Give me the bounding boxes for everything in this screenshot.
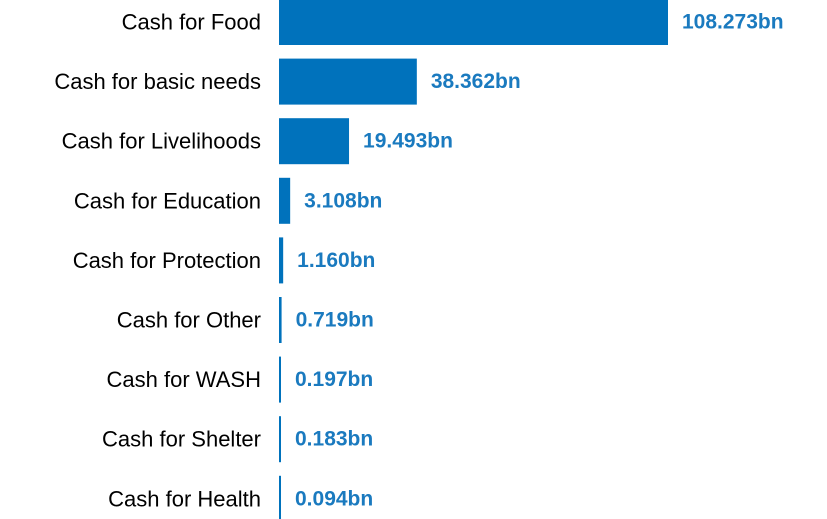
- bar: [279, 177, 291, 224]
- value-label: 3.108bn: [304, 189, 382, 212]
- category-label: Cash for Shelter: [102, 427, 261, 452]
- value-label: 1.160bn: [297, 249, 375, 272]
- category-label: Cash for basic needs: [54, 69, 261, 94]
- value-label: 0.719bn: [296, 309, 374, 332]
- bars: [279, 0, 668, 519]
- value-label: 38.362bn: [431, 70, 521, 93]
- bar: [279, 0, 668, 45]
- bar: [279, 416, 281, 463]
- category-labels: Cash for Food Cash for basic needs Cash fo…: [54, 10, 261, 512]
- value-labels: 108.273bn 38.362bn 19.493bn 3.108bn 1.160bn 0…: [295, 11, 784, 511]
- category-label: Cash for Protection: [73, 248, 261, 273]
- bar: [279, 356, 281, 403]
- bar: [279, 237, 284, 284]
- bar: [279, 475, 281, 519]
- bar: [279, 118, 350, 165]
- value-label: 0.197bn: [295, 368, 373, 391]
- category-label: Cash for Food: [122, 10, 261, 35]
- value-label: 108.273bn: [682, 11, 784, 34]
- value-label: 0.183bn: [295, 428, 373, 451]
- category-label: Cash for Livelihoods: [62, 129, 261, 154]
- value-label: 0.094bn: [295, 487, 373, 510]
- bar: [279, 58, 417, 105]
- category-label: Cash for WASH: [107, 367, 261, 392]
- category-label: Cash for Education: [74, 188, 261, 213]
- value-label: 19.493bn: [363, 130, 453, 153]
- bar: [279, 297, 282, 343]
- category-label: Cash for Other: [117, 308, 261, 333]
- category-label: Cash for Health: [108, 486, 261, 511]
